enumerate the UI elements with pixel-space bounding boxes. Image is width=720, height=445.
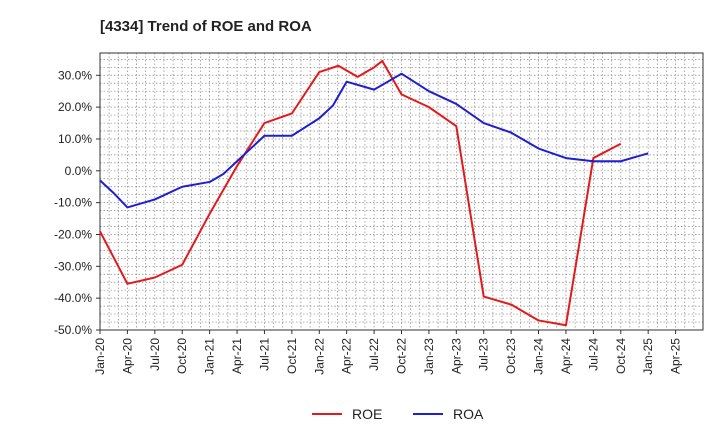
x-tick-label: Jan-21 <box>203 338 217 375</box>
legend: ROE ROA <box>312 406 484 422</box>
y-tick-label: -40.0% <box>54 291 92 305</box>
x-tick-label: Apr-25 <box>669 338 683 374</box>
y-tick-label: -50.0% <box>54 323 92 337</box>
legend-label-roa: ROA <box>453 406 484 422</box>
y-tick-label: 20.0% <box>58 100 92 114</box>
x-tick-label: Apr-20 <box>120 338 134 374</box>
x-tick-label: Oct-21 <box>285 338 299 374</box>
x-tick-label: Jan-22 <box>312 338 326 375</box>
x-tick-label: Apr-21 <box>230 338 244 374</box>
x-tick-label: Jul-21 <box>257 338 271 371</box>
gridlines <box>99 53 704 331</box>
x-tick-label: Apr-24 <box>559 338 573 374</box>
x-tick-label: Jan-23 <box>422 338 436 375</box>
chart-title: [4334] Trend of ROE and ROA <box>100 18 312 35</box>
x-tick-label: Oct-20 <box>175 338 189 374</box>
legend-label-roe: ROE <box>352 406 382 422</box>
x-tick-label: Jan-24 <box>532 338 546 375</box>
x-tick-label: Jul-22 <box>367 338 381 371</box>
x-tick-label: Oct-24 <box>614 338 628 374</box>
series-line-roa <box>99 72 649 209</box>
x-tick-label: Oct-22 <box>395 338 409 374</box>
x-tick-label: Jul-24 <box>586 338 600 371</box>
x-tick-label: Jan-20 <box>93 338 107 375</box>
y-tick-label: 10.0% <box>58 132 92 146</box>
x-tick-label: Oct-23 <box>504 338 518 374</box>
x-tick-label: Jul-23 <box>477 338 491 371</box>
x-tick-label: Jan-25 <box>641 338 655 375</box>
y-tick-label: 0.0% <box>65 164 93 178</box>
y-tick-labels: 30.0% 20.0% 10.0% 0.0% -10.0% -20.0% -30.0% -40… <box>54 68 92 337</box>
x-tick-label: Apr-22 <box>340 338 354 374</box>
y-tick-label: -10.0% <box>54 196 92 210</box>
x-tick-labels: Jan-20 Apr-20 Jul-20 Oct-20 Jan-21 Apr-21 Jul-… <box>93 338 683 375</box>
x-tick-label: Jul-20 <box>148 338 162 371</box>
axes <box>96 52 704 334</box>
series-lines <box>99 59 649 327</box>
y-tick-label: 30.0% <box>58 68 92 82</box>
y-tick-label: -30.0% <box>54 259 92 273</box>
series-line-roe <box>99 59 622 327</box>
y-tick-label: -20.0% <box>54 227 92 241</box>
x-tick-label: Apr-23 <box>449 338 463 374</box>
